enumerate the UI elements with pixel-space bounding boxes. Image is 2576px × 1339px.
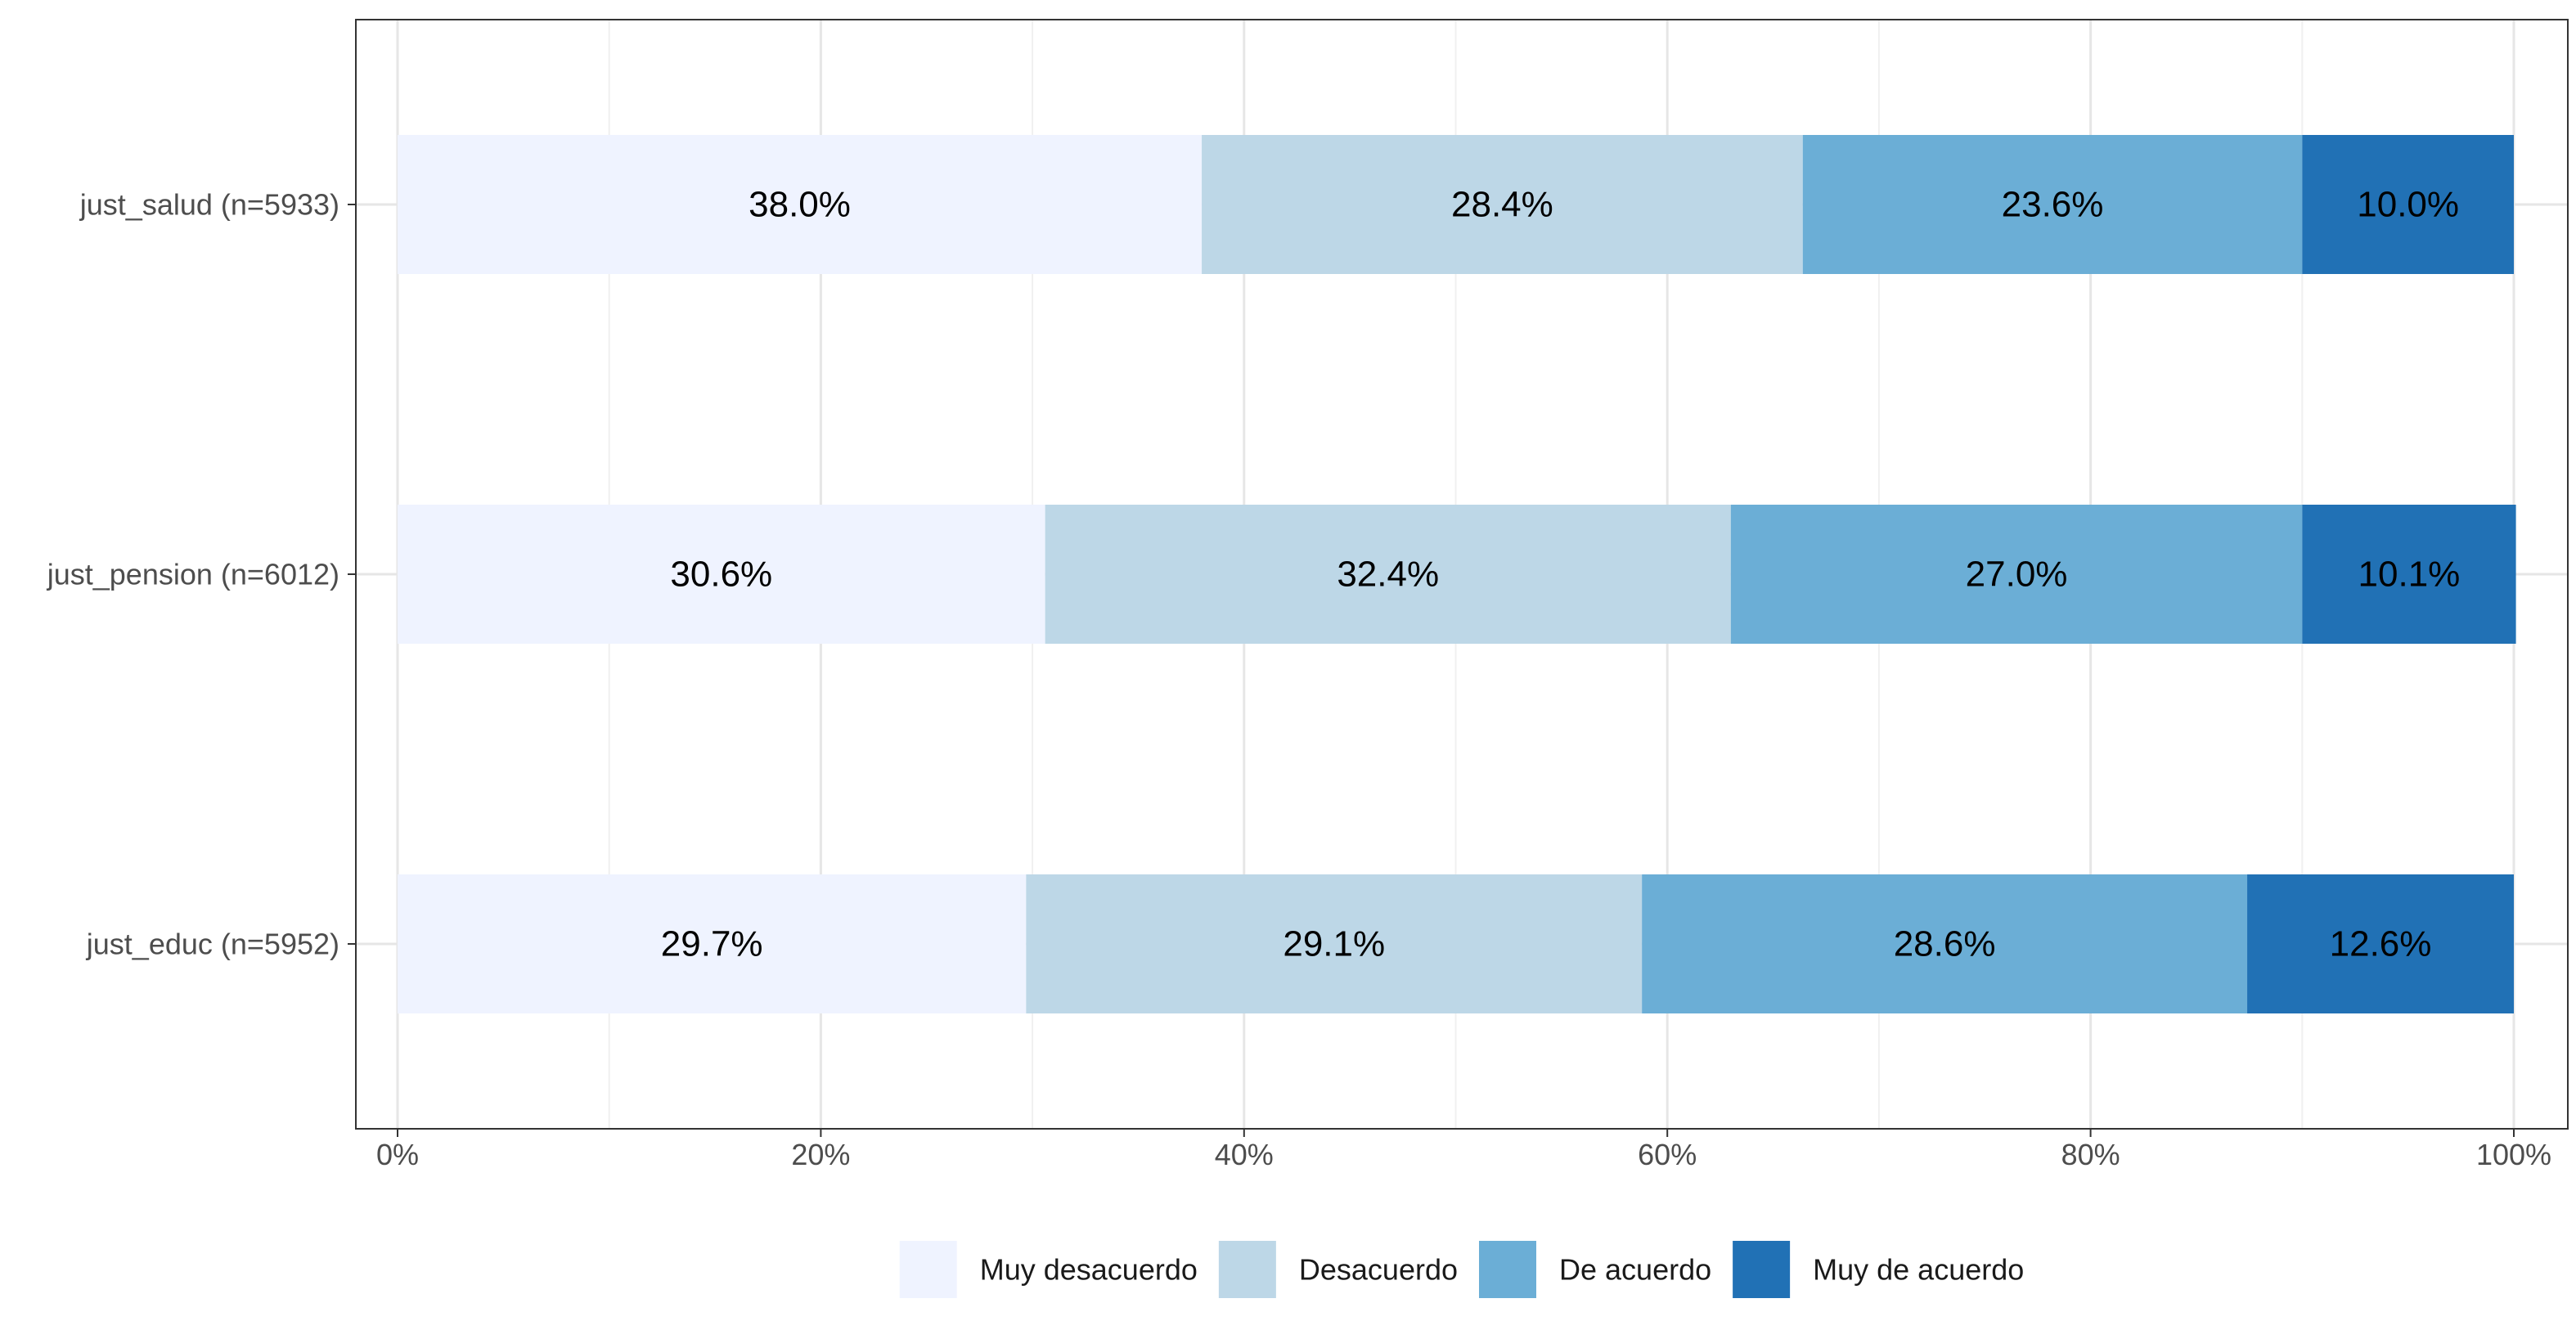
- bar-segment: [1642, 874, 2248, 1013]
- x-tick-label: 40%: [1215, 1138, 1274, 1171]
- data-label: 27.0%: [1966, 555, 2068, 595]
- bar-segment: [2302, 505, 2516, 644]
- bar-segment: [398, 874, 1027, 1013]
- bar-segment: [1026, 874, 1643, 1013]
- data-label: 28.6%: [1894, 924, 1996, 964]
- legend-label: Muy desacuerdo: [980, 1253, 1198, 1287]
- y-tick-label: just_educ (n=5952): [86, 928, 339, 961]
- y-tick-label: just_pension (n=6012): [47, 558, 339, 591]
- data-label: 10.1%: [2358, 555, 2461, 595]
- bar-segment: [398, 135, 1203, 274]
- legend-key: [1479, 1241, 1536, 1298]
- data-label: 12.6%: [2330, 924, 2432, 964]
- data-label: 23.6%: [2002, 185, 2104, 225]
- data-label: 38.0%: [749, 185, 851, 225]
- data-label: 29.1%: [1283, 924, 1385, 964]
- x-tick-label: 20%: [791, 1138, 850, 1171]
- bar-segment: [398, 505, 1045, 644]
- legend-key: [899, 1241, 957, 1298]
- axes: just_salud (n=5933) just_pension (n=6012)…: [47, 188, 2551, 1172]
- legend: Muy desacuerdo Desacuerdo De acuerdo Muy de…: [899, 1241, 2024, 1298]
- legend-key: [1733, 1241, 1791, 1298]
- bar-segment: [2302, 135, 2514, 274]
- data-label: 28.4%: [1451, 185, 1553, 225]
- x-tick-label: 100%: [2476, 1138, 2551, 1171]
- bar-segment: [1802, 135, 2303, 274]
- legend-label: De acuerdo: [1559, 1253, 1711, 1287]
- bar-segment: [1045, 505, 1731, 644]
- bar-segment: [1730, 505, 2303, 644]
- y-tick-label: just_salud (n=5933): [79, 188, 339, 222]
- data-label: 30.6%: [670, 555, 772, 595]
- data-label: 10.0%: [2357, 185, 2459, 225]
- x-tick-label: 60%: [1638, 1138, 1697, 1171]
- bar-segment: [2247, 874, 2514, 1013]
- x-tick-label: 0%: [376, 1138, 419, 1171]
- legend-label: Muy de acuerdo: [1813, 1253, 2024, 1287]
- bars: 38.0% 28.4% 23.6% 10.0% 30.6% 32.4% 27.0% 10.1%…: [398, 135, 2516, 1013]
- bar-segment: [1202, 135, 1803, 274]
- legend-key: [1218, 1241, 1276, 1298]
- data-label: 32.4%: [1337, 555, 1439, 595]
- data-label: 29.7%: [661, 924, 763, 964]
- legend-label: Desacuerdo: [1299, 1253, 1458, 1287]
- x-tick-label: 80%: [2061, 1138, 2120, 1171]
